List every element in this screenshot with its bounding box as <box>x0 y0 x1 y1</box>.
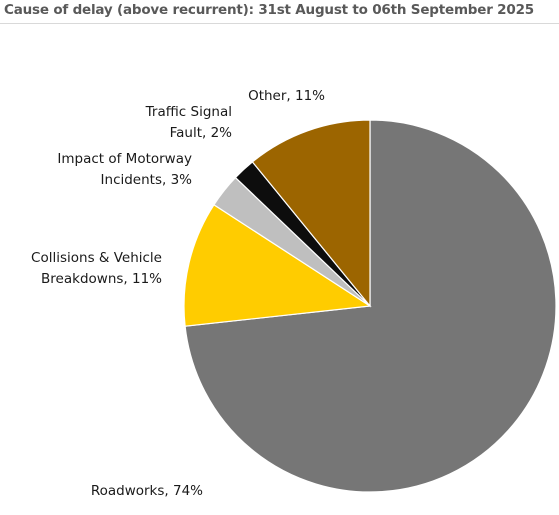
data-label-line: Other, 11% <box>248 88 325 104</box>
data-label-collisions-vehicle-breakdowns: Collisions & Vehicle Breakdowns, 11% <box>31 250 162 287</box>
data-label-line: Incidents, 3% <box>101 172 193 188</box>
data-label-line: Roadworks, 74% <box>91 483 203 499</box>
data-label-other: Other, 11% <box>248 88 325 104</box>
data-label-traffic-signal-fault: Traffic Signal Fault, 2% <box>145 104 232 141</box>
chart-title: Cause of delay (above recurrent): 31st A… <box>4 2 534 18</box>
data-label-roadworks: Roadworks, 74% <box>91 483 203 499</box>
data-label-line: Traffic Signal <box>145 104 232 120</box>
pie-slice-collisions-vehicle-breakdowns <box>183 203 372 327</box>
data-label-line: Collisions & Vehicle <box>31 250 162 266</box>
pie-slice-other <box>251 119 371 308</box>
title-bar: Cause of delay (above recurrent): 31st A… <box>0 0 559 24</box>
data-label-line: Fault, 2% <box>170 125 233 141</box>
data-label-line: Breakdowns, 11% <box>41 271 162 287</box>
data-label-impact-of-motorway-incidents: Impact of Motorway Incidents, 3% <box>57 151 192 188</box>
data-label-line: Impact of Motorway <box>57 151 192 167</box>
